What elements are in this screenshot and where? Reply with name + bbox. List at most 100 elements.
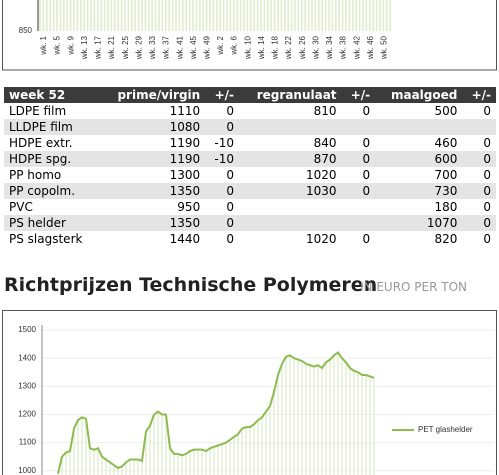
x-tick-label: wk. 41 bbox=[175, 35, 184, 60]
table-cell: PP homo bbox=[9, 168, 62, 182]
column-header: +/- bbox=[205, 87, 240, 103]
table-cell: 1020 bbox=[306, 168, 337, 182]
bottom-chart: 1000 1100 1200 1300 1400 1500 PET glashelder bbox=[2, 310, 497, 475]
series-line bbox=[57, 351, 375, 474]
table-cell: LLDPE film bbox=[4, 119, 100, 135]
x-tick-label: wk. 33 bbox=[148, 35, 157, 60]
table-cell bbox=[342, 199, 376, 215]
table-cell: LDPE film bbox=[9, 104, 67, 118]
table-row: PVC 950 0 180 0 bbox=[4, 199, 496, 215]
column-header: regranulaat bbox=[239, 87, 342, 103]
y-tick-label: 850 bbox=[19, 26, 33, 35]
y-tick-label: 1200 bbox=[18, 410, 36, 419]
table-cell: 0 bbox=[226, 200, 235, 214]
table-row: PS slagsterk 1440 0 1020 0 820 0 bbox=[4, 231, 496, 247]
heading-title: Richtprijzen Technische Polymeren bbox=[4, 274, 378, 296]
table-cell: 0 bbox=[483, 200, 491, 214]
y-tick-label: 1000 bbox=[18, 466, 36, 475]
table-cell: 1190 bbox=[169, 136, 201, 150]
x-tick-label: wk. 46 bbox=[366, 35, 375, 60]
table-cell: HDPE extr. bbox=[9, 136, 73, 150]
column-header: prime/virgin bbox=[99, 87, 206, 103]
table-row: LLDPE film 1080 0 bbox=[4, 119, 496, 135]
table-cell: 0 bbox=[462, 215, 496, 231]
table-cell: 0 bbox=[483, 168, 491, 182]
y-tick-label: 1300 bbox=[18, 381, 36, 390]
frame bbox=[2, 310, 497, 475]
table-cell: 0 bbox=[362, 232, 371, 246]
table-cell: 0 bbox=[341, 151, 376, 167]
price-table: week 52 prime/virgin +/- regranulaat +/- maal… bbox=[4, 87, 496, 247]
table-row: PP homo 1300 0 1020 0 700 0 bbox=[4, 167, 496, 183]
table-cell: 0 bbox=[362, 104, 371, 118]
table-row: PS helder 1350 0 1070 0 bbox=[4, 215, 496, 231]
column-header: maalgoed bbox=[375, 87, 463, 103]
table-cell: PS helder bbox=[4, 215, 100, 231]
table-cell: 1300 bbox=[169, 168, 201, 182]
column-header: +/- bbox=[341, 87, 376, 103]
table-cell: 1070 bbox=[375, 215, 463, 231]
table-cell: 0 bbox=[226, 168, 235, 182]
x-tick-label: wk. 38 bbox=[339, 35, 348, 60]
table-cell bbox=[239, 119, 342, 135]
table-cell bbox=[375, 119, 463, 135]
column-header: +/- bbox=[462, 87, 496, 103]
table-row: PP copolm. 1350 0 1030 0 730 0 bbox=[4, 183, 496, 199]
table-cell: 0 bbox=[462, 183, 496, 199]
x-tick-label: wk. 37 bbox=[162, 35, 171, 60]
table-cell: 0 bbox=[205, 119, 240, 135]
x-tick-label: wk. 45 bbox=[189, 35, 198, 60]
table-cell: 0 bbox=[483, 136, 491, 150]
table-cell: 1190 bbox=[99, 151, 206, 167]
y-tick-label: 1500 bbox=[18, 325, 36, 334]
table-cell: 0 bbox=[226, 104, 235, 118]
table-cell: 950 bbox=[177, 200, 201, 214]
table-row: HDPE spg. 1190 -10 870 0 600 0 bbox=[4, 151, 496, 167]
table-cell: 0 bbox=[226, 232, 235, 246]
table-cell: PVC bbox=[9, 200, 33, 214]
x-tick-label: wk. 34 bbox=[325, 35, 334, 60]
table-cell: 1030 bbox=[239, 183, 342, 199]
x-tick-label: wk. 1 bbox=[39, 35, 48, 55]
table-cell: 820 bbox=[434, 232, 458, 246]
table-cell: 460 bbox=[434, 136, 458, 150]
y-tick-label: 1100 bbox=[19, 438, 37, 447]
top-chart: 850 wk. 1 wk. 5 wk. 9 wk. 13 wk. 17 wk. 21 wk. … bbox=[2, 0, 497, 71]
table-cell: 1020 bbox=[306, 232, 337, 246]
table-cell bbox=[239, 199, 342, 215]
x-tick-label: wk. 42 bbox=[352, 35, 361, 60]
table-cell: 1110 bbox=[169, 104, 201, 118]
x-tick-label: wk. 9 bbox=[66, 35, 75, 55]
x-tick-label: wk. 30 bbox=[311, 35, 320, 60]
x-tick-label: wk. 13 bbox=[80, 35, 89, 60]
table-cell: 870 bbox=[239, 151, 342, 167]
legend-label: PET glashelder bbox=[418, 425, 473, 434]
table-row: LDPE film 1110 0 810 0 500 0 bbox=[4, 103, 496, 119]
table-cell: 1440 bbox=[169, 232, 201, 246]
table-cell: 0 bbox=[341, 183, 376, 199]
table-cell: 0 bbox=[362, 136, 371, 150]
x-tick-label: wk. 29 bbox=[134, 35, 143, 60]
table-cell: 0 bbox=[483, 232, 491, 246]
x-tick-label: wk. 5 bbox=[53, 35, 62, 55]
table-cell: 0 bbox=[362, 168, 371, 182]
y-tick-label: 1400 bbox=[18, 353, 36, 362]
x-tick-label: wk. 26 bbox=[298, 35, 307, 60]
x-tick-label: wk. 50 bbox=[379, 35, 388, 60]
table-cell: 1350 bbox=[99, 215, 206, 231]
table-cell: -10 bbox=[205, 151, 240, 167]
x-tick-label: wk. 2 bbox=[216, 35, 225, 55]
column-header: week 52 bbox=[4, 87, 100, 103]
table-cell bbox=[462, 119, 496, 135]
table-cell bbox=[341, 215, 376, 231]
heading-unit: IN EURO PER TON bbox=[360, 280, 468, 294]
x-tick-label: wk. 18 bbox=[271, 35, 280, 60]
table-cell: 0 bbox=[205, 183, 240, 199]
table-cell: PS slagsterk bbox=[9, 232, 83, 246]
table-cell: 0 bbox=[205, 215, 240, 231]
table-cell: -10 bbox=[214, 136, 235, 150]
table-cell: 810 bbox=[313, 104, 337, 118]
table-cell: 180 bbox=[434, 200, 458, 214]
x-tick-label: wk. 25 bbox=[121, 35, 130, 60]
